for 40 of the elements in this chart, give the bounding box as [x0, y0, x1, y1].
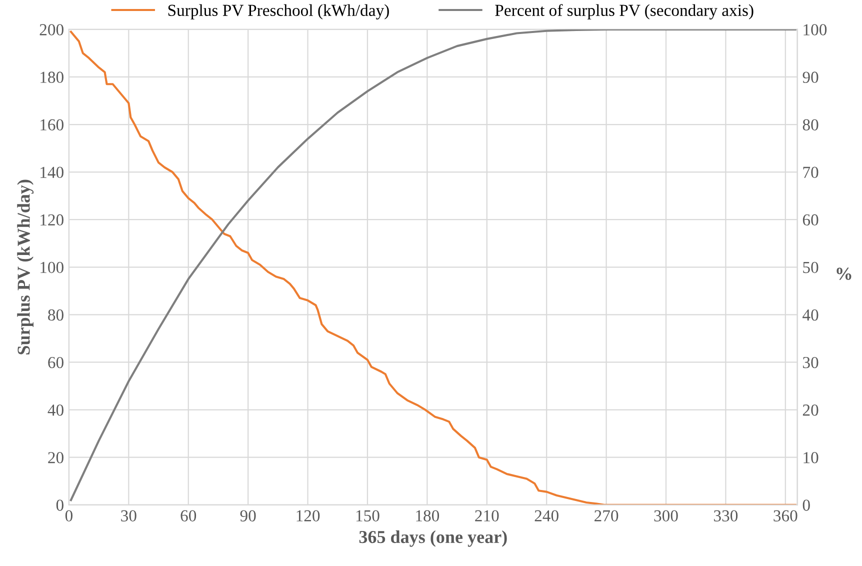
y2-tick-label: 60: [802, 214, 818, 226]
y2-tick-label: 10: [804, 452, 818, 464]
y2-tick-label: 80: [802, 119, 818, 130]
y2-axis-title: %: [836, 268, 852, 280]
y-tick-label: 80: [48, 309, 64, 321]
y-tick-label: 200: [40, 24, 64, 36]
x-tick-label: 210: [475, 510, 499, 522]
legend-label: Surplus PV Preschool (kWh/day): [168, 4, 389, 20]
x-tick-label: 0: [65, 510, 72, 522]
y2-tick-label: 50: [803, 262, 818, 274]
y2-tick-label: 20: [802, 404, 818, 416]
y-tick-label: 20: [48, 452, 64, 464]
legend-label: Percent of surplus PV (secondary axis): [495, 4, 754, 20]
x-tick-label: 120: [296, 510, 320, 522]
x-tick-label: 360: [774, 510, 798, 522]
x-tick-label: 180: [416, 510, 440, 522]
y2-tick-label: 30: [803, 356, 818, 368]
x-tick-label: 90: [240, 510, 256, 522]
x-axis-title: 365 days (one year): [359, 530, 507, 547]
x-tick-label: 60: [180, 510, 196, 522]
y-tick-label: 60: [48, 356, 64, 368]
y-tick-label: 160: [40, 119, 64, 130]
y-tick-label: 180: [40, 72, 64, 83]
y2-tick-label: 40: [802, 309, 818, 321]
y2-tick-label: 100: [804, 24, 827, 36]
x-tick-label: 150: [356, 510, 380, 522]
x-tick-label: 300: [654, 510, 678, 522]
y-tick-label: 0: [56, 500, 64, 511]
y-tick-label: 120: [40, 214, 64, 226]
x-tick-label: 330: [714, 510, 738, 522]
y-tick-label: 140: [40, 166, 64, 178]
x-tick-label: 30: [121, 510, 136, 522]
y2-tick-label: 90: [802, 72, 818, 83]
y-tick-label: 100: [40, 262, 64, 274]
y-tick-label: 40: [48, 404, 64, 416]
y2-tick-label: 70: [803, 166, 818, 178]
y2-tick-label: 0: [802, 500, 810, 511]
x-tick-label: 270: [594, 510, 618, 522]
y-axis-title: Surplus PV (kWh/day): [17, 180, 34, 354]
x-tick-label: 240: [534, 510, 558, 522]
